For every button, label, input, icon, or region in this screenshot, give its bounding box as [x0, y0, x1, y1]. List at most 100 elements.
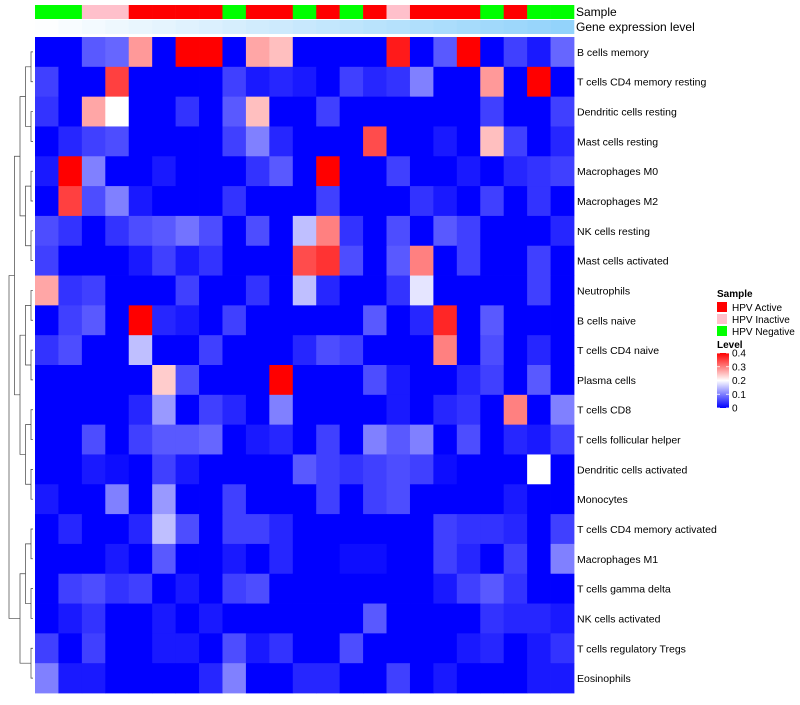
- heatmap-cell: [386, 365, 411, 396]
- heatmap-cell: [527, 514, 551, 545]
- heatmap-cell: [269, 66, 294, 98]
- heatmap-cell: [339, 335, 364, 366]
- heatmap-cell: [550, 215, 575, 247]
- heatmap-cell: [81, 275, 106, 306]
- heatmap-cell: [363, 335, 387, 366]
- heatmap-cell: [245, 96, 270, 127]
- heatmap-cell: [363, 96, 387, 127]
- heatmap-cell: [105, 394, 130, 426]
- heatmap-cell: [386, 186, 411, 217]
- heatmap-cell: [550, 37, 575, 68]
- heatmap-cell: [58, 37, 83, 68]
- heatmap-cell: [363, 424, 387, 455]
- heatmap-cell: [81, 335, 106, 366]
- heatmap-cell: [363, 186, 387, 217]
- dendrogram-branch: [25, 543, 31, 604]
- heatmap-cell: [152, 126, 177, 157]
- heatmap-cell: [339, 305, 364, 336]
- row-label: B cells memory: [577, 47, 650, 59]
- sample-annotation-cell: [245, 5, 270, 19]
- heatmap-cell: [527, 215, 551, 247]
- heatmap-cell: [199, 305, 223, 336]
- heatmap-cell: [199, 424, 223, 455]
- heatmap-cell: [81, 573, 106, 604]
- heatmap-cell: [222, 514, 247, 545]
- heatmap-cell: [316, 126, 341, 157]
- row-label: Macrophages M2: [577, 196, 658, 208]
- heatmap-cell: [316, 514, 341, 545]
- heatmap-cell: [35, 186, 59, 217]
- heatmap-cell: [363, 573, 387, 604]
- heatmap-cell: [269, 156, 294, 187]
- heatmap-cell: [152, 96, 177, 127]
- heatmap-cell: [386, 245, 411, 276]
- dendrogram-branch: [14, 155, 20, 396]
- heatmap-cell: [339, 186, 364, 217]
- heatmap-cell: [222, 215, 247, 247]
- gene-expression-annotation-bar: [35, 20, 575, 34]
- heatmap-cell: [58, 484, 83, 515]
- heatmap-cell: [550, 573, 575, 604]
- heatmap-cell: [199, 633, 223, 664]
- heatmap-cell: [128, 126, 153, 157]
- heatmap-cell: [292, 126, 317, 157]
- heatmap-cell: [363, 365, 387, 396]
- heatmap-cell: [175, 394, 200, 426]
- heatmap-cell: [292, 37, 317, 68]
- gene-annotation-cell: [316, 20, 340, 34]
- heatmap-cell: [456, 603, 481, 634]
- heatmap-cell: [269, 245, 294, 276]
- heatmap-cell: [152, 186, 177, 217]
- heatmap-cell: [363, 633, 387, 664]
- heatmap-cell: [222, 633, 247, 664]
- heatmap-cell: [527, 365, 551, 396]
- gene-annotation-cell: [35, 20, 59, 34]
- dendrogram-branch: [30, 349, 33, 381]
- legend-swatch: [717, 314, 727, 324]
- heatmap-cell: [175, 186, 200, 217]
- heatmap-cell: [128, 186, 153, 217]
- heatmap-cell: [433, 215, 458, 247]
- heatmap-cell: [35, 663, 59, 694]
- heatmap-cell: [550, 126, 575, 157]
- heatmap-cell: [339, 156, 364, 187]
- heatmap-cell: [128, 454, 153, 485]
- heatmap-cell: [199, 573, 223, 604]
- heatmap-cell: [152, 215, 177, 247]
- heatmap-cell: [456, 305, 481, 336]
- heatmap-cell: [480, 156, 505, 187]
- heatmap-cell: [480, 365, 505, 396]
- heatmap-cell: [292, 186, 317, 217]
- heatmap-cell: [128, 633, 153, 664]
- heatmap-cell: [409, 663, 434, 694]
- heatmap-cell: [35, 484, 59, 515]
- heatmap-cell: [222, 484, 247, 515]
- heatmap-cell: [105, 215, 130, 247]
- heatmap-cell: [152, 335, 177, 366]
- heatmap-cell: [58, 633, 83, 664]
- heatmap-cell: [175, 454, 200, 485]
- heatmap-cell: [363, 543, 387, 575]
- heatmap-cell: [550, 66, 575, 98]
- heatmap-cell: [35, 126, 59, 157]
- heatmap-cell: [175, 37, 200, 68]
- sample-annotation-cell: [456, 5, 481, 19]
- sample-annotation-cell: [269, 5, 294, 19]
- gene-annotation-cell: [58, 20, 83, 34]
- heatmap-cell: [152, 424, 177, 455]
- heatmap-cell: [245, 543, 270, 575]
- heatmap-cell: [35, 633, 59, 664]
- heatmap-cell: [199, 215, 223, 247]
- heatmap-cell: [527, 156, 551, 187]
- heatmap-cell: [105, 484, 130, 515]
- heatmap-cell: [386, 633, 411, 664]
- heatmap-cell: [363, 394, 387, 426]
- dendrogram-branch: [19, 96, 26, 217]
- row-label: Eosinophils: [577, 673, 631, 685]
- heatmap-cell: [339, 275, 364, 306]
- heatmap-cell: [199, 394, 223, 426]
- heatmap-cell: [433, 573, 458, 604]
- heatmap-cell: [245, 394, 270, 426]
